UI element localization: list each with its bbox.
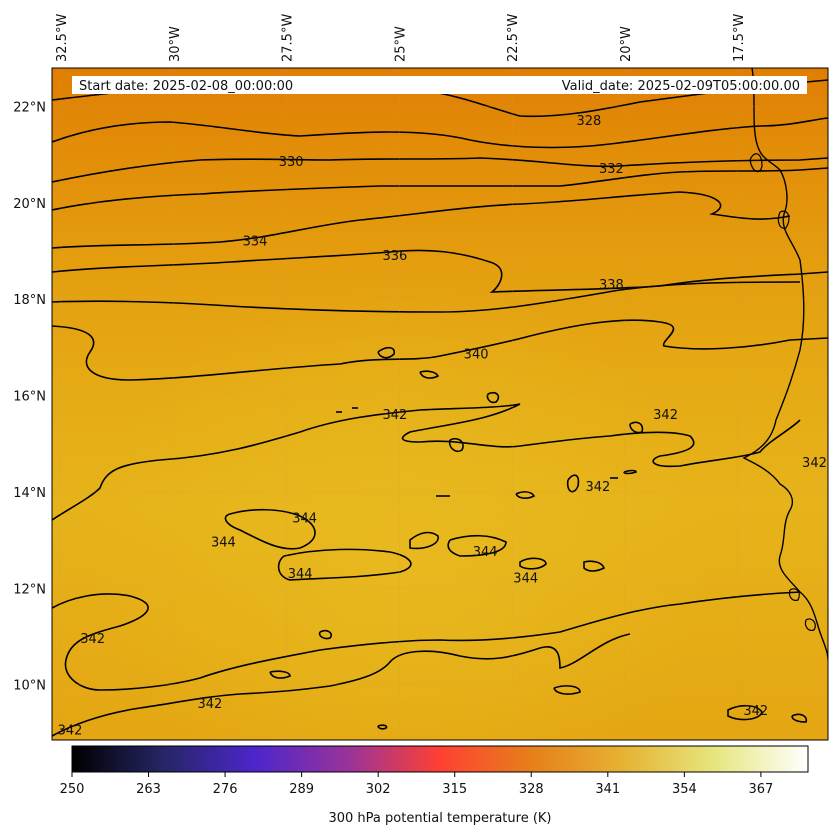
lon-tick-label: 27.5°W — [281, 14, 296, 62]
contour-label: 342 — [653, 408, 678, 423]
lat-tick-label: 14°N — [13, 486, 46, 501]
contour-label: 342 — [197, 697, 222, 712]
contour-label: 344 — [292, 511, 317, 526]
colorbar-tick-label: 302 — [366, 782, 391, 797]
contour-label: 342 — [802, 456, 827, 471]
contour-342-north — [52, 403, 801, 521]
colorbar-tick-label: 250 — [60, 782, 85, 797]
contour-blob-16 — [623, 469, 637, 475]
coastline-minor-4 — [804, 618, 816, 631]
contour-label: 342 — [585, 480, 610, 495]
colorbar-tick-label: 341 — [595, 782, 620, 797]
contour-labels: 328 330 332 334 336 338 340 342 342 342 342 344 344 3… — [58, 114, 827, 738]
contour-label: 344 — [473, 545, 498, 560]
colorbar-tick-label: 289 — [289, 782, 314, 797]
lon-tick-label: 17.5°W — [732, 14, 747, 62]
contour-344-f — [583, 560, 605, 572]
contour-blob-3 — [486, 391, 500, 404]
contour-342-west — [52, 591, 801, 691]
contour-330 — [52, 157, 828, 183]
lon-tick-label: 25°W — [393, 26, 408, 62]
contour-blob-11 — [566, 474, 580, 493]
contour-label: 342 — [743, 704, 768, 719]
contour-blob-9 — [791, 713, 808, 723]
contour-blob-5 — [318, 629, 333, 640]
colorbar-tick-label: 315 — [442, 782, 467, 797]
contour-340 — [52, 319, 828, 381]
contour-blob-1 — [377, 346, 396, 359]
contour-329 — [52, 117, 828, 149]
lon-tick-label: 32.5°W — [55, 14, 70, 62]
lat-tick-label: 12°N — [13, 582, 46, 597]
lon-tick-label: 22.5°W — [506, 14, 521, 62]
contour-344-b — [277, 548, 412, 581]
contour-label: 330 — [279, 155, 304, 170]
contour-blob-7 — [553, 685, 581, 695]
coastline-minor-3 — [788, 588, 800, 601]
colorbar-label: 300 hPa potential temperature (K) — [328, 811, 551, 826]
colorbar-gradient — [71, 745, 809, 773]
lat-tick-label: 22°N — [13, 101, 46, 116]
contour-blob-6 — [269, 670, 291, 679]
latitude-labels: 22°N 20°N 18°N 16°N 14°N 12°N 10°N — [13, 101, 46, 694]
contour-338 — [52, 281, 801, 313]
colorbar-ticks: 250 263 276 289 302 315 328 341 354 367 — [60, 772, 773, 797]
contour-label: 342 — [58, 723, 83, 738]
contour-lines — [52, 68, 828, 737]
lon-tick-label: 30°W — [168, 26, 183, 62]
colorbar: 250 263 276 289 302 315 328 341 354 367 300 hPa p… — [60, 745, 809, 826]
contour-label: 342 — [80, 632, 105, 647]
lat-tick-label: 18°N — [13, 293, 46, 308]
contour-344-a — [224, 508, 316, 550]
contour-label: 344 — [513, 572, 538, 587]
coastline-africa — [742, 68, 828, 661]
contour-label: 328 — [576, 114, 601, 129]
contour-344-c — [409, 531, 439, 550]
lat-tick-label: 10°N — [13, 679, 46, 694]
contour-blob-4 — [448, 437, 464, 453]
contour-344-d — [447, 534, 507, 557]
valid-date-label: Valid_date: 2025-02-09T05:00:00.00 — [562, 79, 800, 94]
contour-342-south — [52, 633, 631, 737]
lat-tick-label: 20°N — [13, 197, 46, 212]
contour-label: 342 — [382, 408, 407, 423]
contour-334 — [52, 191, 791, 249]
warm-core-shading — [52, 68, 828, 740]
contour-label: 332 — [599, 162, 624, 177]
longitude-labels: 32.5°W 30°W 27.5°W 25°W 22.5°W 20°W 17.5°W — [55, 14, 747, 62]
colorbar-tick-label: 367 — [748, 782, 773, 797]
contour-blob-12 — [515, 491, 536, 499]
contour-label: 344 — [288, 567, 313, 582]
contour-332 — [52, 167, 828, 211]
contour-label: 340 — [464, 348, 489, 363]
coastline-minor-2 — [777, 210, 790, 229]
lat-tick-label: 16°N — [13, 390, 46, 405]
contour-label: 338 — [599, 278, 624, 293]
contour-label: 334 — [243, 234, 268, 249]
contour-344-e — [519, 557, 547, 570]
contour-label: 336 — [382, 249, 407, 264]
contour-label: 344 — [211, 535, 236, 550]
map-frame — [51, 67, 829, 741]
contour-blob-2 — [419, 370, 440, 379]
contour-blob-13 — [377, 724, 388, 730]
graticule — [52, 68, 828, 740]
colorbar-tick-label: 276 — [213, 782, 238, 797]
map-area[interactable]: 328 330 332 334 336 338 340 342 342 342 342 344 344 3… — [52, 68, 828, 740]
coastline-minor — [749, 153, 763, 173]
header-banner — [72, 76, 807, 94]
start-date-label: Start date: 2025-02-08_00:00:00 — [79, 79, 293, 94]
contour-blob-10 — [629, 421, 644, 434]
colorbar-tick-label: 263 — [136, 782, 161, 797]
lon-tick-label: 20°W — [619, 26, 634, 62]
contour-blob-8 — [727, 704, 763, 721]
colorbar-tick-label: 328 — [519, 782, 544, 797]
colorbar-tick-label: 354 — [672, 782, 697, 797]
